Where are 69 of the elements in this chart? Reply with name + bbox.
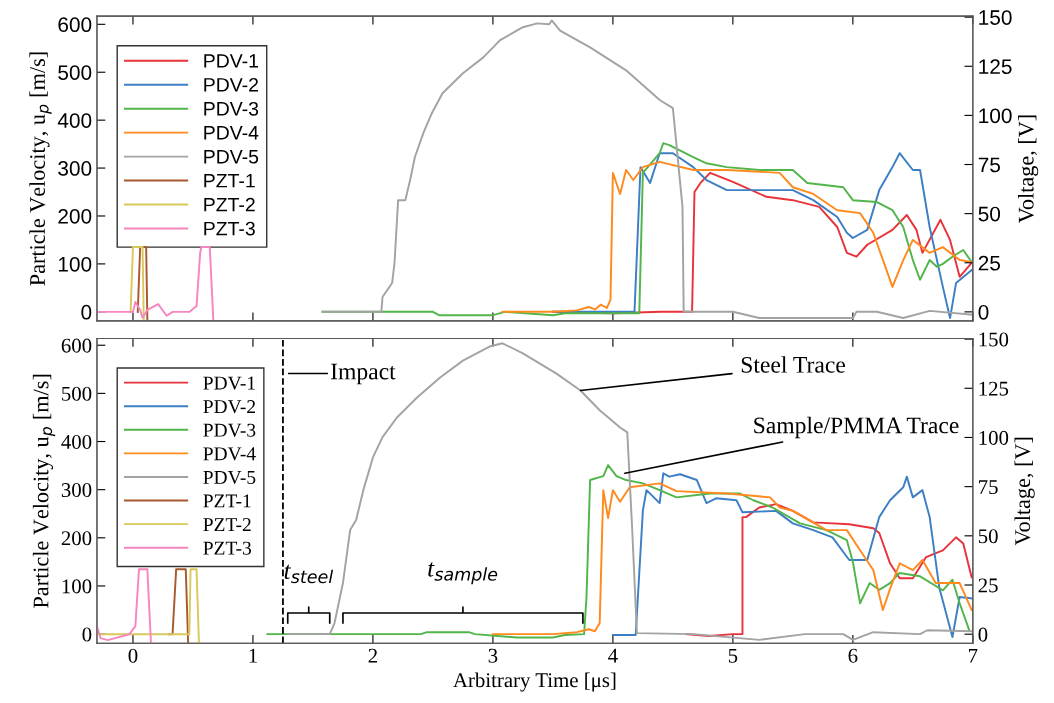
y2-axis-title: Voltage, [V]	[1018, 115, 1039, 224]
legend-label: PDV-4	[203, 447, 256, 461]
y2-tick-label: 25	[978, 255, 1000, 271]
annotation: t$_{sample}$	[428, 562, 498, 585]
legend-label: PDV-4	[204, 126, 259, 140]
annotation: Sample/PMMA Trace	[754, 416, 959, 439]
legend-label: PZT-1	[203, 494, 251, 508]
line-series	[266, 464, 971, 639]
legend-label: PZT-2	[204, 197, 255, 212]
y-axis-title: Particle Velocity, u$_{p}$ [m/s]	[32, 374, 56, 608]
legend-label: PDV-3	[203, 423, 256, 437]
legend-label: PZT-1	[204, 173, 255, 188]
y-tick-label: 400	[57, 113, 92, 128]
y2-tick-label: 125	[979, 381, 1009, 396]
y-tick-label: 100	[58, 256, 92, 272]
y2-tick-label: 150	[979, 10, 1012, 25]
y-tick-label: 300	[61, 483, 92, 498]
legend-label: PDV-5	[204, 150, 259, 164]
y-axis-title: Particle Velocity, u$_{p}$ [m/s]	[29, 52, 52, 286]
legend-label: PDV-2	[204, 77, 258, 92]
legend-label: PDV-1	[204, 54, 259, 68]
y2-tick-label: 75	[978, 157, 1000, 173]
line-series	[611, 472, 973, 638]
annotation: Steel Trace	[741, 356, 845, 373]
legend-label: PZT-2	[203, 518, 251, 531]
y-tick-label: 500	[58, 65, 92, 80]
y2-tick-label: 50	[978, 529, 998, 544]
x-tick-label: 2	[368, 648, 377, 663]
y2-tick-label: 100	[979, 430, 1009, 445]
legend-label: PDV-5	[203, 471, 256, 485]
legend-label: PZT-3	[203, 541, 251, 555]
line-series	[286, 342, 973, 641]
y-tick-label: 500	[62, 386, 92, 401]
y-tick-label: 200	[61, 531, 92, 546]
x-tick-label: 3	[488, 648, 498, 663]
ref-line-label: Impact	[331, 363, 396, 385]
y-tick-label: 0	[81, 304, 92, 320]
annotation: t$_{steel}$	[284, 564, 334, 584]
y-tick-label: 600	[61, 338, 92, 353]
x-tick-label: 4	[608, 648, 618, 663]
y2-axis-title: Voltage, [V]	[1014, 437, 1035, 546]
y2-tick-label: 25	[978, 578, 998, 593]
y2-tick-label: 100	[979, 108, 1012, 124]
x-tick-label: 7	[969, 648, 978, 663]
y2-tick-label: 125	[979, 59, 1012, 75]
line-series	[501, 160, 973, 313]
y-tick-label: 200	[58, 208, 92, 224]
x-tick-label: 6	[848, 648, 858, 663]
legend-label: PDV-3	[204, 101, 259, 116]
y2-tick-label: 75	[979, 480, 998, 495]
y-tick-label: 600	[58, 17, 92, 33]
y-tick-label: 100	[62, 579, 92, 594]
legend-label: PZT-3	[204, 221, 255, 236]
y2-tick-label: 150	[979, 332, 1009, 347]
x-tick-label: 5	[728, 648, 738, 663]
x-tick-label: 1	[249, 648, 257, 663]
line-series	[96, 246, 215, 321]
legend-label: PDV-1	[203, 376, 255, 390]
y2-tick-label: 0	[978, 304, 989, 320]
x-tick-label: 0	[128, 648, 138, 663]
legend-label: PDV-2	[203, 400, 256, 414]
y2-tick-label: 0	[978, 627, 988, 642]
x-axis-title: Arbitrary Time [μs]	[453, 672, 616, 692]
y-tick-label: 0	[82, 627, 92, 642]
y-tick-label: 400	[61, 434, 92, 449]
y-tick-label: 300	[58, 161, 92, 176]
line-series	[321, 19, 973, 320]
y2-tick-label: 50	[978, 206, 1001, 222]
line-series	[96, 568, 152, 644]
